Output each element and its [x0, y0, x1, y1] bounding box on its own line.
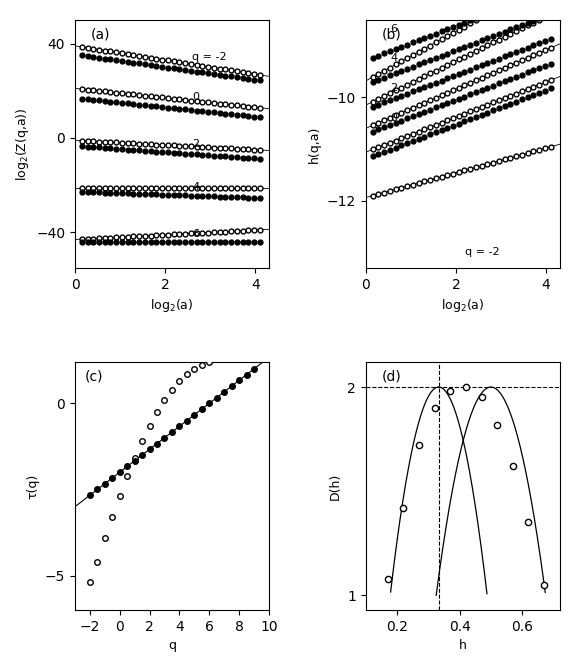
Text: q = -2: q = -2	[192, 52, 227, 62]
Y-axis label: τ(q): τ(q)	[27, 473, 39, 499]
Text: 0: 0	[391, 113, 398, 123]
Text: (a): (a)	[91, 27, 110, 41]
X-axis label: log$_2$(a): log$_2$(a)	[150, 297, 194, 314]
Y-axis label: D(h): D(h)	[329, 472, 342, 500]
Text: 6: 6	[192, 229, 199, 239]
Text: (b): (b)	[381, 27, 401, 41]
Text: 4: 4	[192, 182, 200, 192]
X-axis label: log$_2$(a): log$_2$(a)	[441, 297, 485, 314]
Text: q = -2: q = -2	[465, 247, 500, 257]
X-axis label: q: q	[168, 639, 176, 652]
Text: 6: 6	[391, 24, 398, 34]
Y-axis label: h(q,a): h(q,a)	[308, 125, 321, 162]
Y-axis label: log$_2$(Z(q,a)): log$_2$(Z(q,a))	[14, 107, 31, 181]
Text: 0: 0	[192, 92, 199, 102]
Text: 4: 4	[391, 53, 398, 63]
Text: (c): (c)	[85, 369, 103, 383]
Text: 2: 2	[192, 139, 200, 149]
Text: (d): (d)	[381, 369, 401, 383]
Text: 2: 2	[391, 83, 398, 93]
X-axis label: h: h	[459, 639, 467, 652]
